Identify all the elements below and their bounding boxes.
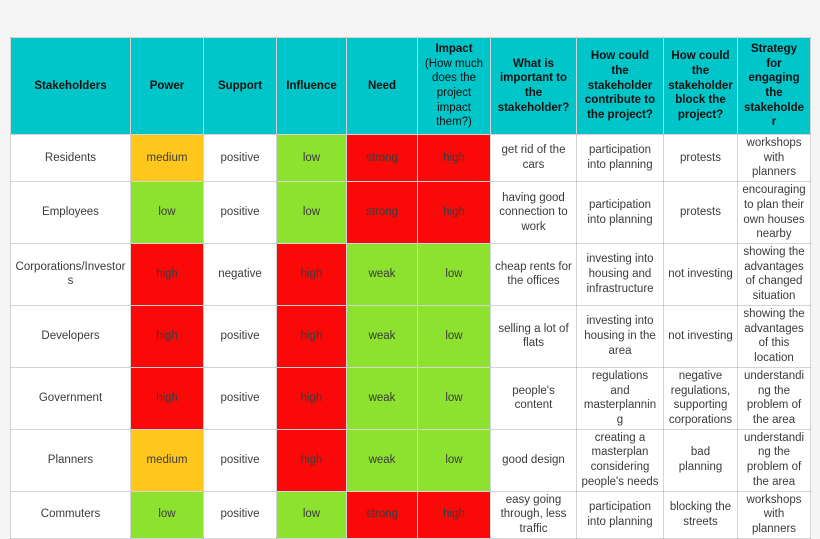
- column-header-important: What is important to the stakeholder?: [490, 37, 577, 135]
- cell-impact: low: [417, 428, 491, 492]
- cell-power: low: [130, 490, 204, 539]
- stakeholder-name-cell: Employees: [10, 181, 131, 245]
- cell-block: protests: [663, 181, 738, 245]
- stakeholder-name-cell: Commuters: [10, 490, 131, 539]
- cell-strategy: encouraging to plan their own houses nea…: [737, 181, 811, 245]
- column-header-support: Support: [203, 37, 277, 135]
- stakeholder-name-cell: Developers: [10, 304, 131, 368]
- table-row: Employees low positive low strong high having …: [10, 181, 811, 245]
- cell-block: not investing: [663, 243, 738, 306]
- table-row: Commuters low positive low strong high easy go…: [10, 490, 811, 539]
- cell-important: selling a lot of flats: [490, 304, 577, 368]
- cell-need: weak: [346, 304, 418, 368]
- cell-important: cheap rents for the offices: [490, 243, 577, 306]
- cell-block: negative regulations, supporting corpora…: [663, 366, 738, 430]
- cell-contribute: participation into planning: [576, 133, 664, 183]
- cell-block: blocking the streets: [663, 490, 738, 539]
- cell-contribute: investing into housing in the area: [576, 304, 664, 368]
- cell-important: people's content: [490, 366, 577, 430]
- cell-influence: low: [276, 133, 347, 183]
- stakeholder-name-cell: Planners: [10, 428, 131, 492]
- cell-strategy: showing the advantages of this location: [737, 304, 811, 368]
- cell-strategy: workshops with planners: [737, 133, 811, 183]
- column-header-bold-text: Impact: [435, 42, 473, 55]
- cell-contribute: creating a masterplan considering people…: [576, 428, 664, 492]
- column-header-contribute: How could the stakeholder contribute to …: [576, 37, 664, 135]
- cell-support: positive: [203, 490, 277, 539]
- cell-strategy: understanding the problem of the area: [737, 366, 811, 430]
- column-header-need: Need: [346, 37, 418, 135]
- stakeholder-name-cell: Corporations/Investors: [10, 243, 131, 306]
- column-header-note-text: (How much does the project impact them?): [424, 57, 484, 129]
- cell-support: negative: [203, 243, 277, 306]
- cell-power: high: [130, 304, 204, 368]
- cell-need: weak: [346, 428, 418, 492]
- cell-support: positive: [203, 428, 277, 492]
- column-header-strategy: Strategy for engaging the stakeholder: [737, 37, 811, 135]
- cell-support: positive: [203, 304, 277, 368]
- cell-power: low: [130, 181, 204, 245]
- table-row: Developers high positive high weak low selling…: [10, 304, 811, 368]
- cell-influence: high: [276, 304, 347, 368]
- cell-strategy: workshops with planners: [737, 490, 811, 539]
- cell-impact: high: [417, 133, 491, 183]
- cell-block: not investing: [663, 304, 738, 368]
- stakeholder-analysis-table: Stakeholders Power Support Influence Need Imp…: [10, 37, 811, 539]
- cell-impact: high: [417, 490, 491, 539]
- cell-important: having good connection to work: [490, 181, 577, 245]
- table-row: Residents medium positive low strong high get …: [10, 133, 811, 183]
- table-header-row: Stakeholders Power Support Influence Need Imp…: [10, 37, 811, 135]
- cell-impact: low: [417, 304, 491, 368]
- cell-need: weak: [346, 243, 418, 306]
- cell-need: weak: [346, 366, 418, 430]
- cell-need: strong: [346, 490, 418, 539]
- cell-need: strong: [346, 181, 418, 245]
- cell-power: medium: [130, 428, 204, 492]
- cell-important: easy going through, less traffic: [490, 490, 577, 539]
- cell-need: strong: [346, 133, 418, 183]
- stakeholder-name-cell: Government: [10, 366, 131, 430]
- table-container: Stakeholders Power Support Influence Need Imp…: [10, 37, 811, 539]
- cell-strategy: understanding the problem of the area: [737, 428, 811, 492]
- cell-support: positive: [203, 366, 277, 430]
- cell-influence: high: [276, 428, 347, 492]
- stakeholder-name-cell: Residents: [10, 133, 131, 183]
- cell-block: protests: [663, 133, 738, 183]
- cell-support: positive: [203, 181, 277, 245]
- table-row: Corporations/Investors high negative high we…: [10, 243, 811, 306]
- cell-important: get rid of the cars: [490, 133, 577, 183]
- cell-impact: low: [417, 366, 491, 430]
- cell-impact: high: [417, 181, 491, 245]
- cell-influence: low: [276, 181, 347, 245]
- cell-important: good design: [490, 428, 577, 492]
- column-header-block: How could the stakeholder block the proj…: [663, 37, 738, 135]
- cell-power: medium: [130, 133, 204, 183]
- cell-contribute: participation into planning: [576, 490, 664, 539]
- cell-power: high: [130, 366, 204, 430]
- cell-contribute: regulations and masterplanning: [576, 366, 664, 430]
- column-header-power: Power: [130, 37, 204, 135]
- column-header-influence: Influence: [276, 37, 347, 135]
- table-row: Government high positive high weak low people'…: [10, 366, 811, 430]
- cell-influence: low: [276, 490, 347, 539]
- table-row: Planners medium positive high weak low good de…: [10, 428, 811, 492]
- cell-contribute: investing into housing and infrastructur…: [576, 243, 664, 306]
- cell-support: positive: [203, 133, 277, 183]
- cell-block: bad planning: [663, 428, 738, 492]
- page-background: { "colors": { "header_bg": "#00c5c9", "r…: [10, 37, 811, 539]
- cell-power: high: [130, 243, 204, 306]
- column-header-stakeholders: Stakeholders: [10, 37, 131, 135]
- cell-contribute: participation into planning: [576, 181, 664, 245]
- cell-influence: high: [276, 243, 347, 306]
- table-body: Residents medium positive low strong high get …: [10, 133, 811, 539]
- cell-strategy: showing the advantages of changed situat…: [737, 243, 811, 306]
- cell-influence: high: [276, 366, 347, 430]
- cell-impact: low: [417, 243, 491, 306]
- table-header: Stakeholders Power Support Influence Need Imp…: [10, 37, 811, 135]
- column-header-impact: Impact (How much does the project impact…: [417, 37, 491, 135]
